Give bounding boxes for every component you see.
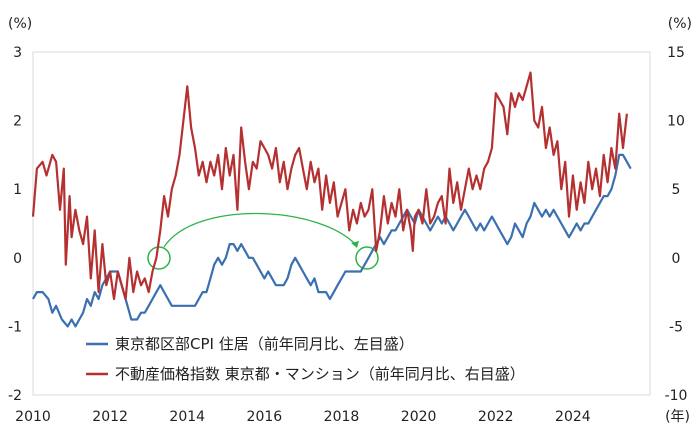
right-tick-label: 15 [667, 45, 685, 61]
right-tick-label: 5 [672, 182, 681, 198]
marker-circle-2013 [147, 246, 171, 270]
left-tick-label: -2 [8, 388, 22, 404]
right-tick-label: 10 [667, 114, 685, 130]
plot-frame [32, 51, 651, 396]
left-tick-label: 1 [13, 182, 22, 198]
x-tick-label: 2012 [92, 409, 128, 425]
x-tick-label: 2022 [478, 409, 514, 425]
lag-arrow [163, 212, 358, 248]
right-tick-label: 0 [672, 251, 681, 267]
right-tick-label: -5 [669, 319, 683, 335]
legend-label-cpi: 東京都区部CPI 住居（前年同月比、左目盛） [115, 335, 414, 353]
left-tick-label: 2 [13, 114, 22, 130]
left-axis-unit: (%) [8, 16, 32, 32]
legend: 東京都区部CPI 住居（前年同月比、左目盛） 不動産価格指数 東京都・マンション… [86, 335, 525, 383]
series-line-price-index [31, 71, 628, 301]
x-tick-label: 2016 [247, 409, 283, 425]
x-tick-label: 2020 [401, 409, 437, 425]
x-tick-label: 2014 [169, 409, 205, 425]
x-axis-unit: (年) [665, 409, 690, 425]
x-tick-label: 2018 [324, 409, 360, 425]
left-tick-label: 3 [13, 45, 22, 61]
series-line-cpi [32, 153, 632, 328]
lag-arrow-head [351, 241, 359, 248]
x-tick-label: 2010 [15, 409, 51, 425]
left-tick-label: -1 [8, 319, 22, 335]
left-tick-label: 0 [13, 251, 22, 267]
right-axis-unit: (%) [668, 16, 692, 32]
legend-label-price-index: 不動産価格指数 東京都・マンション（前年同月比、右目盛） [115, 365, 525, 383]
x-tick-label: 2024 [555, 409, 591, 425]
annotations [147, 212, 379, 270]
marker-circle-2018 [355, 246, 379, 270]
right-tick-label: -10 [665, 388, 688, 404]
